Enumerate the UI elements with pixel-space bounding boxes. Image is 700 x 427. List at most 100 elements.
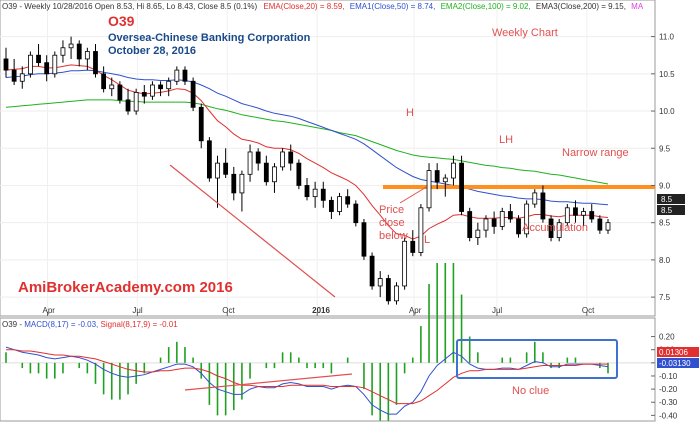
candle-body xyxy=(434,170,440,183)
candle-body xyxy=(3,58,9,71)
candle-body xyxy=(532,192,538,205)
price-badge-bg-1 xyxy=(657,194,685,204)
ema50-legend: EMA1(Close,50) = 8.74, xyxy=(350,2,436,11)
candle xyxy=(467,207,473,242)
candle-body xyxy=(288,151,294,164)
candle xyxy=(44,55,50,82)
candle-body xyxy=(223,162,229,175)
price-close-below-label-3: below xyxy=(379,230,408,242)
candle xyxy=(320,181,326,208)
candle xyxy=(573,200,578,223)
candle xyxy=(36,44,41,67)
x-tick-label: Jul xyxy=(132,306,142,315)
candle-body xyxy=(426,170,432,209)
candle-body xyxy=(44,62,50,75)
macd-tick-label: -0.20 xyxy=(659,385,678,394)
candle-body xyxy=(28,54,33,75)
candle xyxy=(68,36,74,59)
candle xyxy=(272,163,277,193)
candle xyxy=(11,58,17,85)
candle-body xyxy=(377,278,383,287)
candle xyxy=(556,218,562,242)
macd-tick-label: -0.10 xyxy=(659,372,678,381)
candle-body xyxy=(76,43,82,60)
price-tick-label: 8.5 xyxy=(659,219,671,228)
candle xyxy=(206,137,212,182)
candle-body xyxy=(320,188,326,201)
x-tick-label: Oct xyxy=(222,306,235,315)
candle xyxy=(28,51,33,78)
candle-body xyxy=(442,177,448,183)
candle xyxy=(101,66,107,93)
candle xyxy=(190,77,196,112)
date-label: October 28, 2016 xyxy=(108,45,196,57)
price-tick-label: 10.0 xyxy=(659,107,675,116)
ma-legend: MA xyxy=(631,2,644,11)
candle xyxy=(499,207,505,231)
candle xyxy=(304,178,310,201)
header-line: O39 - Weekly 10/28/2016 Open 8.53, Hi 8.… xyxy=(2,2,644,11)
candle-body xyxy=(304,185,310,198)
h-label: H xyxy=(406,107,414,119)
candle xyxy=(93,44,98,78)
candle xyxy=(263,155,269,186)
candle xyxy=(548,215,554,242)
lh-label: LH xyxy=(499,134,513,146)
candle xyxy=(581,207,586,227)
candle xyxy=(361,218,367,260)
candle-body xyxy=(117,84,123,101)
ema20-line xyxy=(5,64,609,240)
candle xyxy=(3,47,9,78)
candle xyxy=(109,77,115,97)
candle xyxy=(597,215,603,234)
candle-body xyxy=(84,51,90,60)
candle-body xyxy=(581,211,586,216)
candle xyxy=(410,230,416,257)
candle-body xyxy=(247,151,253,175)
candle xyxy=(329,196,334,219)
ema100-line xyxy=(5,99,609,185)
candle xyxy=(288,144,294,171)
candle xyxy=(524,200,530,238)
candle-body xyxy=(418,207,424,253)
macd-trendline xyxy=(184,373,353,391)
chart-kind-label: Weekly Chart xyxy=(492,27,558,39)
candle-body xyxy=(263,162,269,183)
candle-body xyxy=(589,211,595,220)
candle-body xyxy=(182,69,188,82)
candle-body xyxy=(133,92,139,112)
candle xyxy=(182,66,188,85)
accumulation-label: Accumulation xyxy=(522,222,588,234)
candle-body xyxy=(60,47,66,56)
no-clue-box xyxy=(456,339,618,379)
price-tick-label: 10.5 xyxy=(659,70,675,79)
candle-body xyxy=(141,92,147,97)
candle-body xyxy=(385,278,391,302)
price-tick-label: 7.5 xyxy=(659,293,671,302)
candle xyxy=(345,189,351,208)
candle xyxy=(312,181,318,208)
price-close-below-label-1: Price xyxy=(379,204,404,216)
candles xyxy=(3,36,611,305)
signal-line xyxy=(6,349,608,405)
macd-line xyxy=(5,346,609,415)
candle-body xyxy=(516,218,521,235)
candle xyxy=(19,66,25,89)
candle xyxy=(125,88,131,115)
candle xyxy=(280,148,285,171)
candle xyxy=(255,148,261,171)
candle-body xyxy=(394,285,399,302)
candle-body xyxy=(11,69,17,82)
candle xyxy=(239,170,245,212)
macd-tick-label: -0.30 xyxy=(659,398,678,407)
candle xyxy=(377,271,383,298)
candle xyxy=(223,148,229,179)
candle-body xyxy=(190,80,196,108)
x-tick-label: Jul xyxy=(492,306,502,315)
company-label: Oversea-Chinese Banking Corporation xyxy=(108,32,311,44)
macd-lines xyxy=(5,346,609,415)
candle-body xyxy=(451,162,456,179)
candle-body xyxy=(206,140,212,179)
candle-body xyxy=(475,229,481,238)
